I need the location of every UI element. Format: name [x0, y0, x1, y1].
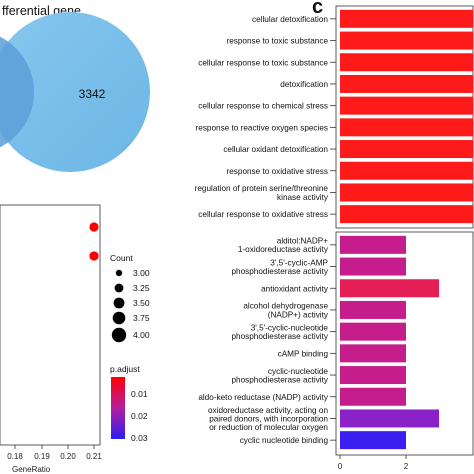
bar-label: 3',5'-cyclic-nucleotide	[251, 323, 329, 332]
bar	[340, 322, 406, 341]
bar-label: phosphodiesterase activity	[232, 267, 329, 276]
bar-label: cellular response to oxidative stress	[198, 210, 328, 219]
bar-panel-mf-frame	[335, 231, 474, 456]
dot-x-tick-label: 0.20	[60, 452, 76, 461]
bar-x-tick-label: 2	[404, 462, 409, 471]
bar	[340, 300, 406, 319]
bar-label: regulation of protein serine/threonine	[195, 184, 329, 193]
bar-label: cellular response to chemical stress	[198, 102, 328, 111]
bar-label: phosphodiesterase activity	[232, 375, 329, 384]
panel-letter: c	[312, 0, 324, 18]
bar-label: or reduction of molecular oxygen	[209, 423, 328, 432]
bar-label: aldo-keto reductase (NADP) activity	[198, 393, 329, 402]
count-legend-dot	[115, 269, 123, 277]
venn-count: 3342	[79, 87, 106, 101]
bar	[340, 161, 473, 180]
bar	[340, 431, 406, 450]
count-legend-title: Count	[110, 253, 133, 263]
bar	[340, 31, 473, 50]
dot-x-tick-label: 0.19	[34, 452, 50, 461]
bar-label: cellular response to toxic substance	[198, 58, 328, 67]
bar-label: response to oxidative stress	[227, 167, 328, 176]
bar	[340, 140, 473, 159]
count-legend-label: 3.75	[133, 313, 150, 323]
bar	[340, 118, 473, 137]
padj-legend-label: 0.01	[131, 389, 148, 399]
bar	[340, 53, 473, 72]
bar	[340, 235, 406, 254]
dot-point	[89, 251, 99, 261]
dot-plot-frame	[0, 204, 101, 446]
bar	[340, 96, 473, 115]
venn-circle-right	[0, 12, 150, 172]
bar-label: 1-oxidoreductase activity	[238, 245, 329, 254]
count-legend-dot	[113, 297, 125, 309]
bar-label: response to toxic substance	[227, 37, 329, 46]
padj-colorbar	[111, 377, 125, 439]
count-legend-label: 3.00	[133, 268, 150, 278]
bar-label: alditol:NADP+	[277, 237, 328, 246]
dot-x-axis-label: GeneRatio	[12, 465, 51, 474]
bar	[340, 9, 473, 28]
bar-label: kinase activity	[277, 193, 329, 202]
bar	[340, 387, 406, 406]
venn-circle-left	[0, 36, 34, 148]
count-legend-dot	[114, 283, 124, 293]
bar-label: cyclic-nucleotide	[268, 367, 329, 376]
count-legend-dot	[111, 327, 127, 343]
dot-x-tick-label: 0.21	[86, 452, 102, 461]
bar	[340, 366, 406, 385]
dot-plot: 0.18 0.19 0.20 0.21 GeneRatio Count 3.00 3.2…	[0, 204, 150, 474]
count-legend-label: 4.00	[133, 330, 150, 340]
bar-label: oxidoreductase activity, acting on	[208, 406, 328, 415]
bar-label: detoxification	[280, 80, 328, 89]
bar	[340, 183, 473, 202]
bar	[340, 344, 406, 363]
bar	[340, 409, 439, 428]
count-legend-label: 3.25	[133, 283, 150, 293]
bar-label: response to reactive oxygen species	[196, 123, 328, 132]
bar-panel-bp-frame	[335, 5, 474, 229]
go-bar-chart: cellular detoxification response to toxic…	[195, 5, 474, 471]
bar-label: 3',5'-cyclic-AMP	[270, 258, 328, 267]
dot-point	[89, 222, 99, 232]
venn-diagram: 3342	[0, 12, 150, 172]
count-legend-label: 3.50	[133, 298, 150, 308]
bar-label: antioxidant activity	[261, 284, 329, 293]
bar	[340, 205, 473, 224]
dot-x-tick-label: 0.18	[7, 452, 23, 461]
bar	[340, 257, 406, 276]
bar-label: cAMP binding	[278, 349, 329, 358]
padj-legend-label: 0.03	[131, 433, 148, 443]
bar-label: (NADP+) activity	[268, 310, 329, 319]
bar-label: cellular detoxification	[252, 15, 328, 24]
bar-label: paired donors, with incorporation	[209, 414, 328, 423]
bar	[340, 74, 473, 93]
bar-label: cellular oxidant detoxification	[223, 145, 328, 154]
bar-label: cyclic nucleotide binding	[240, 436, 329, 445]
bar-x-tick-label: 0	[338, 462, 343, 471]
padj-legend-label: 0.02	[131, 411, 148, 421]
count-legend-dot	[112, 311, 126, 325]
bar-label: alcohol dehydrogenase	[243, 302, 328, 311]
bar-label: phosphodiesterase activity	[232, 332, 329, 341]
padj-legend-title: p.adjust	[110, 364, 140, 374]
bar	[340, 279, 439, 298]
